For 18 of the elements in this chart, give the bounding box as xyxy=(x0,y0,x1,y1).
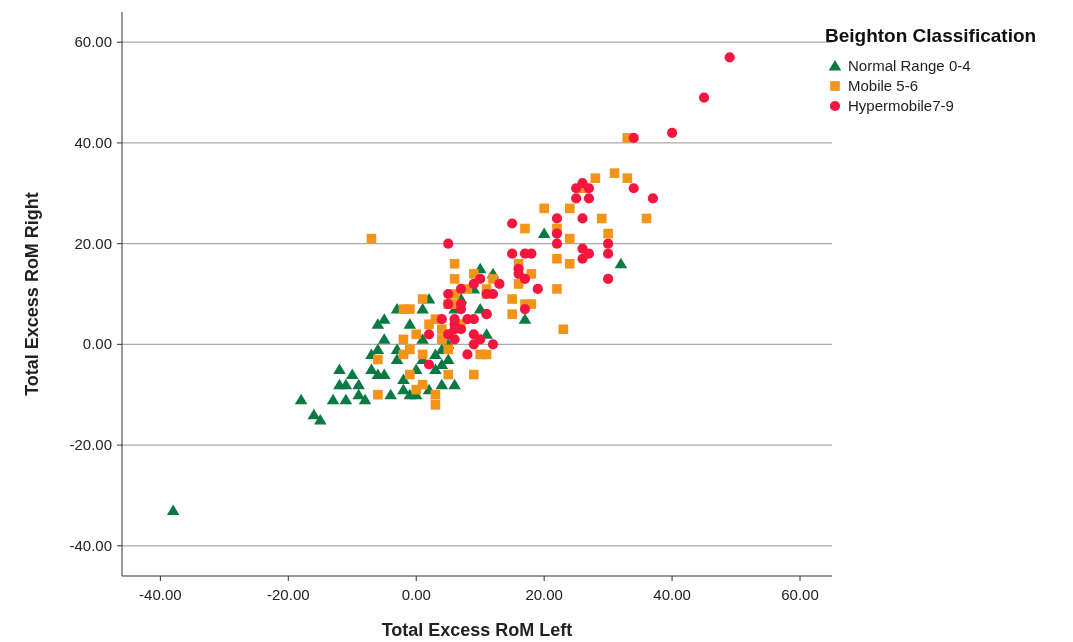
y-tick-label: 40.00 xyxy=(74,133,112,151)
y-tick-label: -20.00 xyxy=(69,436,112,454)
x-tick-label: -20.00 xyxy=(267,586,310,603)
x-tick-label: 0.00 xyxy=(401,586,431,603)
legend-label: Hypermobile7-9 xyxy=(848,97,954,114)
x-tick-label: 60.00 xyxy=(781,586,819,603)
x-axis-title: Total Excess RoM Left xyxy=(381,620,573,640)
x-tick-label: 40.00 xyxy=(653,586,691,603)
y-axis-title: Total Excess RoM Right xyxy=(22,192,42,396)
y-tick-label: 0.00 xyxy=(82,335,112,353)
legend-title: Beighton Classification xyxy=(825,25,1037,46)
x-tick-label: -40.00 xyxy=(139,586,182,603)
legend-label: Normal Range 0-4 xyxy=(848,57,971,74)
y-tick-label: 20.00 xyxy=(74,234,112,252)
y-tick-label: -40.00 xyxy=(69,536,112,554)
y-tick-label: 60.00 xyxy=(74,33,112,51)
x-tick-label: 20.00 xyxy=(525,586,563,603)
legend-label: Mobile 5-6 xyxy=(848,77,919,94)
